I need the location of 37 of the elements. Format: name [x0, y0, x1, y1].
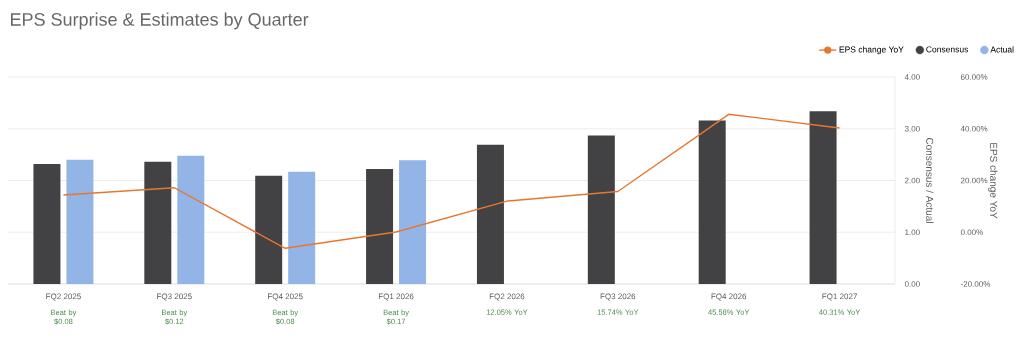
chart-title: EPS Surprise & Estimates by Quarter	[11, 12, 309, 30]
bar	[177, 155, 205, 284]
bar	[399, 160, 427, 284]
y2-tick-label: -20.00%	[960, 281, 991, 287]
y-tick-label: 4.00	[904, 74, 920, 80]
bar	[66, 159, 94, 284]
x-tick-label: FQ4 2025	[268, 293, 303, 301]
bar	[288, 171, 316, 284]
y-tick-label: 0.00	[904, 281, 920, 287]
y2-axis-title: EPS change YoY	[988, 143, 998, 219]
bar	[698, 120, 726, 284]
bar	[255, 175, 283, 284]
legend-label: Actual	[990, 46, 1014, 53]
line-series	[62, 113, 841, 249]
y-axis-title: Consensus / Actual	[926, 137, 934, 223]
x-tick-label: FQ1 2026	[378, 293, 414, 301]
x-tick-label: FQ2 2025	[46, 293, 81, 301]
y2-tick-label: 40.00%	[960, 125, 988, 132]
y-tick-label: 3.00	[904, 125, 920, 132]
y-tick-label: 2.00	[904, 177, 920, 184]
bar	[587, 135, 615, 284]
legend-label: Consensus	[926, 46, 969, 53]
y-tick-label: 1.00	[905, 229, 920, 236]
bar	[366, 169, 394, 284]
x-tick-label: FQ2 2026	[489, 293, 525, 301]
legend-label: EPS change YoY	[839, 46, 904, 55]
x-tick-label: FQ3 2025	[157, 293, 192, 301]
y2-tick-label: 60.00%	[960, 74, 988, 80]
bar	[144, 161, 172, 284]
bar	[476, 144, 504, 284]
y2-tick-label: 0.00%	[960, 229, 983, 236]
y2-tick-label: 20.00%	[960, 177, 988, 184]
x-tick-label: FQ3 2026	[600, 293, 636, 301]
bar	[809, 111, 837, 284]
bar	[33, 163, 61, 284]
x-tick-label: FQ4 2026	[711, 293, 747, 301]
x-tick-label: FQ1 2027	[822, 293, 857, 301]
